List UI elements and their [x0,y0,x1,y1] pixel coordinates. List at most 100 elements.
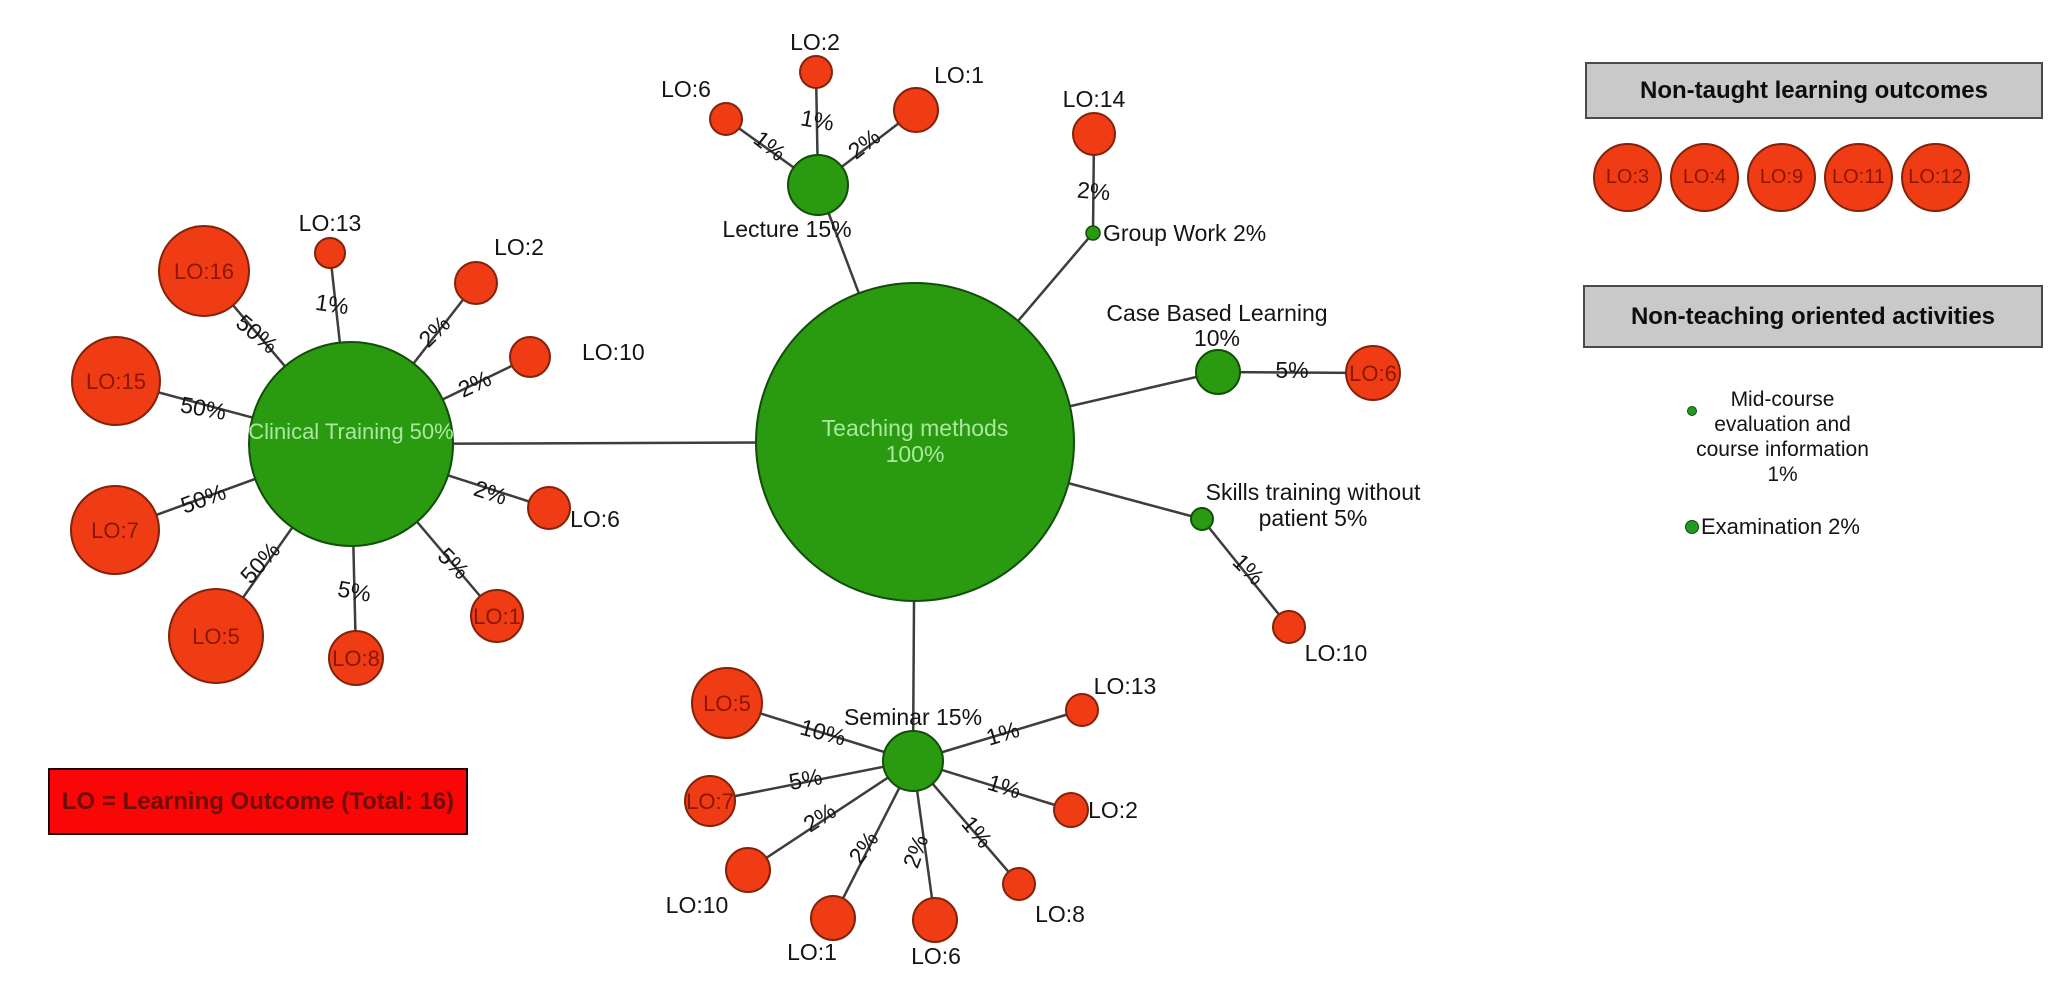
label-teaching-methods: Teaching methods 100% [822,415,1009,467]
node-clinical-lo8 [328,630,384,686]
edge-label-seminar-seminar-lo7: 5% [787,763,825,795]
node-clinical-lo10 [509,336,551,378]
node-lecture-lo1 [893,87,939,133]
node-clinical-lo16 [158,225,250,317]
edge-label-skills-training-skills-lo10: 1% [1228,548,1270,590]
edge-seminar-seminar-lo7 [709,759,914,803]
label-lecture-lo2: LO:2 [790,29,840,55]
edge-skills-training-skills-lo10 [1201,518,1290,628]
label-clinical-lo13: LO:13 [299,210,362,236]
node-clinical-lo2 [454,261,498,305]
edge-label-case-based-learning-cbl-lo6: 5% [1275,357,1308,383]
edge-label-seminar-seminar-lo2: 1% [985,769,1024,804]
node-clinical-lo6 [527,486,571,530]
label-lo14: LO:14 [1063,86,1126,112]
edge-label-seminar-seminar-lo13: 1% [983,716,1022,751]
edge-label-clinical-training-clinical-lo13: 1% [314,289,351,319]
label-skills-training: Skills training without patient 5% [1206,479,1421,531]
legend-outcome-lo3: LO:3 [1593,143,1662,212]
legend-non-teaching-title: Non-teaching oriented activities [1630,302,1996,330]
node-clinical-training [248,341,454,547]
label-seminar-lo10: LO:10 [666,892,729,918]
node-seminar [882,730,944,792]
label-lecture-lo6: LO:6 [661,76,711,102]
node-lecture [787,154,849,216]
edge-label-clinical-training-clinical-lo5: 50% [235,537,285,589]
legend-outcome-label: LO:12 [1908,166,1963,188]
legend-entry-midcourse: Mid-course evaluation and course informa… [1645,362,1920,487]
examination-dot-icon [1685,520,1699,534]
node-seminar-lo8 [1002,867,1036,901]
edge-label-seminar-seminar-lo5: 10% [797,714,848,751]
label-clinical-training: Clinical Training 50% [248,419,453,444]
node-lecture-lo2 [799,55,833,89]
label-clinical-lo8: LO:8 [332,646,380,671]
node-clinical-lo7 [70,485,160,575]
edge-label-lecture-lecture-lo1: 2% [843,123,885,164]
legend-outcome-label: LO:9 [1759,166,1804,188]
legend-outcome-lo12: LO:12 [1901,143,1970,212]
legend-outcome-lo9: LO:9 [1747,143,1816,212]
node-seminar-lo5 [691,667,763,739]
label-clinical-lo10: LO:10 [582,339,645,365]
nodes-layer [70,55,1401,943]
node-lecture-lo6 [709,102,743,136]
legend-outcome-lo11: LO:11 [1824,143,1893,212]
node-seminar-lo10 [725,847,771,893]
midcourse-label: Mid-course evaluation and course informa… [1696,388,1869,486]
node-teaching-methods [755,282,1075,602]
node-seminar-lo1 [810,895,856,941]
lo-definition-box: LO = Learning Outcome (Total: 16) [48,768,468,835]
legend-entry-examination: Examination 2% [1685,514,1860,540]
legend-outcome-label: LO:3 [1605,166,1650,188]
label-lecture-lo1: LO:1 [934,62,984,88]
label-case-based-learning: Case Based Learning 10% [1106,300,1327,351]
edge-label-clinical-training-clinical-lo8: 5% [336,575,373,606]
edge-label-clinical-training-clinical-lo7: 50% [177,478,229,518]
label-clinical-lo6: LO:6 [570,506,620,532]
label-clinical-lo1: LO:1 [473,604,521,629]
node-clinical-lo1 [470,589,524,643]
node-cbl-lo6 [1345,345,1401,401]
edge-label-group-work-lo14: 2% [1076,177,1111,206]
node-skills-lo10 [1272,610,1306,644]
label-clinical-lo16: LO:16 [174,259,234,284]
node-clinical-lo13 [314,237,346,269]
edge-label-clinical-training-clinical-lo10: 2% [454,365,495,403]
node-lo14 [1072,112,1116,156]
edge-label-clinical-training-clinical-lo16: 50% [231,309,283,359]
label-clinical-lo2: LO:2 [494,234,544,260]
edge-seminar-seminar-lo10 [747,759,914,872]
legend-outcome-label: LO:4 [1682,166,1727,188]
label-seminar-lo1: LO:1 [787,939,837,965]
label-lecture: Lecture 15% [722,216,851,242]
legend-non-teaching-header: Non-teaching oriented activities [1583,285,2043,348]
label-skills-lo10: LO:10 [1305,640,1368,666]
label-cbl-lo6: LO:6 [1349,361,1397,386]
examination-label: Examination 2% [1701,514,1860,539]
lo-definition-text: LO = Learning Outcome (Total: 16) [61,787,455,815]
non-taught-outcomes-row: LO:3 LO:4 LO:9 LO:11 LO:12 [1593,143,1970,212]
node-seminar-lo13 [1065,693,1099,727]
legend-outcome-lo4: LO:4 [1670,143,1739,212]
node-skills-training [1190,507,1214,531]
label-seminar-lo2: LO:2 [1088,797,1138,823]
node-seminar-lo6 [912,897,958,943]
label-seminar-lo8: LO:8 [1035,901,1085,927]
label-clinical-lo15: LO:15 [86,369,146,394]
label-clinical-lo5: LO:5 [192,624,240,649]
edge-label-clinical-training-clinical-lo6: 2% [471,475,511,510]
edge-label-lecture-lecture-lo2: 1% [799,104,836,135]
label-seminar-lo7: LO:7 [686,789,734,814]
node-seminar-lo7 [684,775,736,827]
node-seminar-lo2 [1053,792,1089,828]
legend-outcome-label: LO:11 [1832,166,1885,188]
label-clinical-lo7: LO:7 [91,518,139,543]
edge-label-clinical-training-clinical-lo15: 50% [178,391,228,425]
node-group-work [1085,225,1101,241]
label-seminar-lo6: LO:6 [911,943,961,969]
legend-non-taught-title: Non-taught learning outcomes [1640,76,1988,104]
label-seminar-lo5: LO:5 [703,691,751,716]
